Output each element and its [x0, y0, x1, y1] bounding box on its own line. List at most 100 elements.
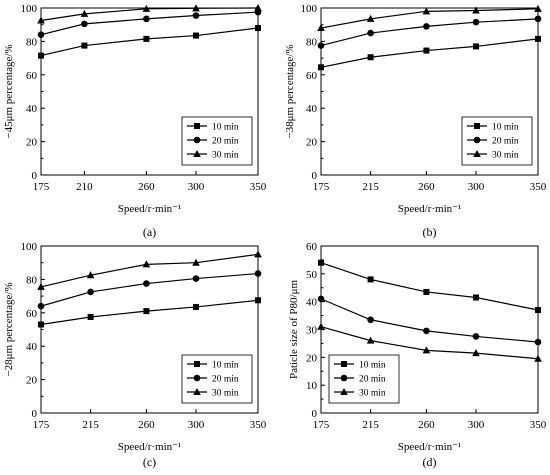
- x-tick-label: 215: [82, 419, 99, 431]
- data-point-circle: [87, 288, 94, 296]
- data-point-triangle: [366, 336, 375, 344]
- data-point-circle: [317, 295, 325, 303]
- series-line-10-min: [320, 38, 539, 68]
- data-point-circle: [423, 23, 430, 30]
- legend-label: 20 min: [212, 137, 239, 147]
- data-point-square: [143, 35, 150, 42]
- data-point-square: [535, 307, 541, 314]
- y-tick-label: 60: [26, 308, 38, 320]
- data-point-triangle: [534, 354, 542, 362]
- data-point-circle: [143, 280, 150, 287]
- y-tick-label: 20: [26, 375, 38, 387]
- x-axis-label: Speed/r·min⁻¹: [118, 441, 181, 453]
- x-tick-label: 350: [530, 181, 547, 193]
- y-tick-label: 40: [306, 103, 318, 115]
- data-point-circle: [193, 374, 201, 382]
- data-point-square: [255, 297, 261, 304]
- data-point-triangle: [317, 24, 325, 32]
- data-point-square: [143, 308, 150, 315]
- series-line-30-min: [320, 8, 539, 29]
- panel-c: 175 215 260 300 350 0 20 40 60 80 100 10 min 20 min 3…: [3, 241, 267, 469]
- legend-label: 30 min: [212, 389, 239, 399]
- y-tick-label: 50: [306, 269, 318, 281]
- data-point-circle: [472, 333, 480, 340]
- legend-label: 20 min: [359, 375, 386, 385]
- x-tick-label: 260: [418, 419, 435, 431]
- data-point-circle: [472, 18, 480, 26]
- panel-label: (d): [423, 455, 437, 469]
- data-point-circle: [192, 12, 200, 19]
- data-point-square: [38, 321, 44, 328]
- data-point-square: [318, 64, 324, 71]
- y-tick-label: 80: [26, 274, 38, 286]
- data-point-square: [423, 288, 430, 295]
- data-point-circle: [254, 270, 262, 277]
- legend-label: 30 min: [492, 151, 519, 161]
- x-tick-label: 350: [530, 419, 547, 431]
- panel-b: 175 215 260 300 350 0 20 40 60 80 100 10 min 20 min 3…: [284, 3, 547, 239]
- y-axis-label: −38μm percentage/%: [284, 44, 296, 138]
- legend: 10 min 20 min 30 min: [181, 354, 253, 404]
- data-point-circle: [534, 15, 542, 23]
- data-point-triangle: [142, 260, 151, 268]
- data-point-circle: [473, 136, 481, 144]
- series-line-10-min: [40, 27, 259, 57]
- x-tick-label: 300: [188, 419, 205, 431]
- data-point-square: [473, 43, 479, 50]
- data-point-triangle: [37, 282, 45, 290]
- data-point-triangle: [317, 322, 325, 330]
- data-point-square: [193, 303, 199, 310]
- data-point-circle: [534, 338, 542, 346]
- x-tick-label: 260: [138, 181, 155, 193]
- data-point-circle: [81, 20, 88, 28]
- series-line-30-min: [40, 253, 259, 288]
- data-point-square: [194, 361, 200, 367]
- legend-label: 10 min: [212, 123, 239, 133]
- data-point-circle: [192, 275, 200, 282]
- x-axis-label: Speed/r·min⁻¹: [398, 203, 461, 215]
- data-point-square: [193, 32, 199, 39]
- data-point-triangle: [473, 150, 481, 157]
- x-tick-label: 260: [138, 419, 155, 431]
- y-tick-label: 20: [306, 137, 318, 149]
- data-point-circle: [193, 136, 201, 144]
- y-tick-label: 60: [306, 241, 318, 253]
- data-point-circle: [317, 42, 325, 49]
- y-tick-label: 80: [26, 36, 38, 48]
- y-tick-label: 100: [21, 241, 38, 253]
- x-tick-label: 175: [33, 419, 50, 431]
- y-tick-label: 30: [306, 325, 318, 337]
- y-tick-label: 60: [306, 70, 318, 82]
- data-point-triangle: [254, 4, 262, 11]
- series-line-20-min: [40, 272, 259, 307]
- panel-label: (a): [143, 225, 156, 239]
- data-point-triangle: [193, 388, 201, 395]
- x-tick-label: 175: [313, 181, 330, 193]
- data-point-square: [318, 259, 324, 266]
- data-point-square: [341, 361, 347, 367]
- data-point-circle: [143, 15, 150, 23]
- data-point-triangle: [192, 4, 200, 12]
- x-tick-label: 175: [313, 419, 330, 431]
- data-point-circle: [367, 316, 374, 324]
- y-tick-label: 10: [306, 380, 318, 392]
- data-point-square: [38, 52, 44, 59]
- x-tick-label: 215: [362, 181, 379, 193]
- data-point-triangle: [142, 4, 151, 12]
- data-point-square: [423, 47, 430, 54]
- legend: 10 min 20 min 30 min: [328, 354, 400, 404]
- x-tick-label: 260: [418, 181, 435, 193]
- y-tick-label: 0: [312, 408, 318, 420]
- y-axis-label: −45μm percentage/%: [3, 44, 15, 138]
- y-tick-label: 0: [312, 170, 318, 182]
- legend: 10 min 20 min 30 min: [181, 116, 253, 166]
- data-point-circle: [367, 29, 374, 37]
- y-tick-label: 0: [32, 170, 38, 182]
- legend-label: 20 min: [492, 137, 519, 147]
- data-point-triangle: [472, 349, 480, 357]
- x-tick-label: 210: [76, 181, 93, 193]
- data-point-square: [87, 313, 94, 320]
- data-point-triangle: [192, 258, 200, 266]
- data-point-square: [255, 25, 261, 32]
